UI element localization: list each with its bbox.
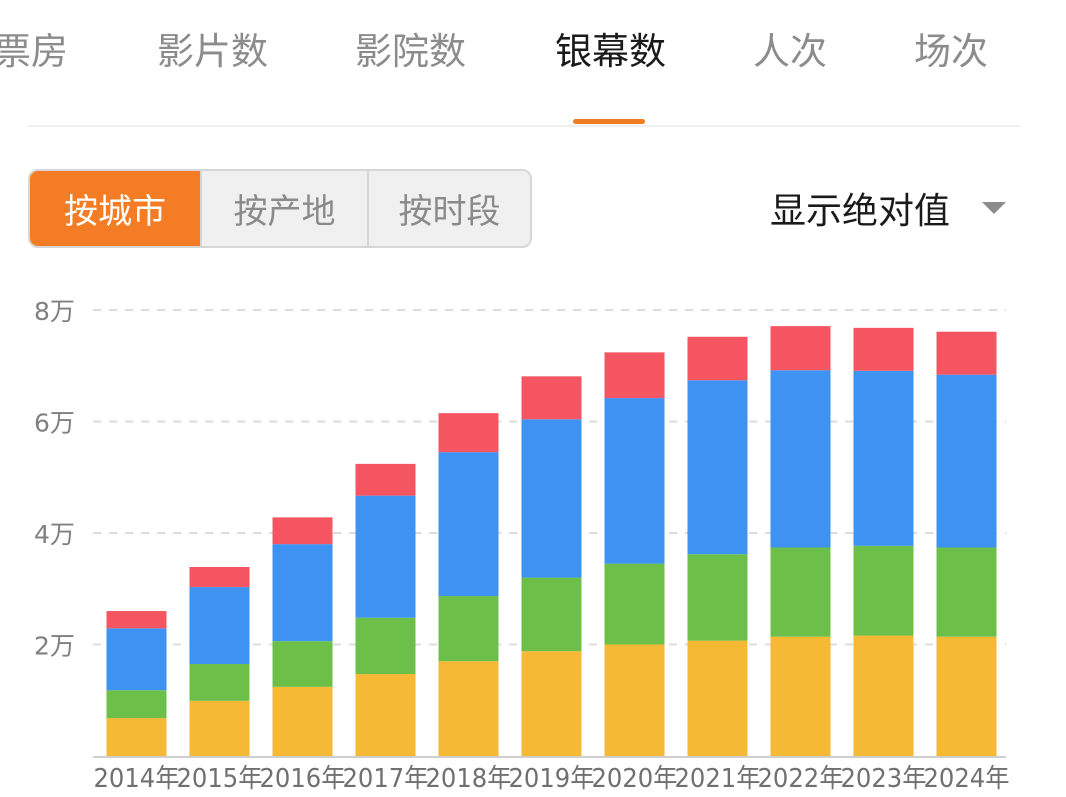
display-mode-dropdown[interactable]: 显示绝对值 bbox=[770, 180, 1007, 236]
tab-screen-count[interactable]: 银幕数 bbox=[555, 30, 666, 73]
bar-2014年-series-1 bbox=[106, 718, 167, 756]
bar-2021年-series-2 bbox=[687, 554, 748, 641]
bar-2015年-series-4 bbox=[189, 567, 250, 588]
bar-2023年-series-2 bbox=[853, 545, 914, 636]
stacked-bar-chart: 2万4万6万8万2014年2015年2016年2017年2018年2019年20… bbox=[34, 297, 1010, 794]
bar-2019年-series-2 bbox=[521, 577, 582, 652]
filter-by-origin-button[interactable]: 按产地 bbox=[200, 171, 367, 246]
bar-2020年-series-1 bbox=[604, 644, 665, 756]
tab-box-office[interactable]: 票房 bbox=[0, 30, 68, 73]
active-tab-indicator bbox=[573, 119, 645, 124]
bar-2019年-series-1 bbox=[521, 651, 582, 756]
tab-cinema-count[interactable]: 影院数 bbox=[355, 30, 466, 73]
bar-2020年-series-3 bbox=[604, 398, 665, 564]
bar-2017年-series-1 bbox=[355, 674, 416, 756]
bar-2021年-series-1 bbox=[687, 640, 748, 756]
bar-2022年-series-3 bbox=[770, 370, 831, 548]
tab-box-office-partial-clip[interactable]: 票房 bbox=[0, 28, 70, 76]
bar-2015年-series-2 bbox=[189, 664, 250, 701]
bar-2024年-series-3 bbox=[936, 374, 997, 548]
bar-2018年-series-4 bbox=[438, 413, 499, 453]
x-tick-label: 2021年 bbox=[675, 764, 761, 794]
tab-screenings[interactable]: 场次 bbox=[914, 30, 988, 73]
display-mode-label: 显示绝对值 bbox=[770, 191, 951, 232]
bar-2014年-series-3 bbox=[106, 628, 167, 691]
bar-2022年-series-4 bbox=[770, 326, 831, 371]
y-tick-label: 4万 bbox=[34, 520, 75, 549]
bar-2021年-series-4 bbox=[687, 336, 748, 381]
bar-2017年-series-2 bbox=[355, 617, 416, 675]
bar-2016年-series-1 bbox=[272, 686, 333, 756]
x-tick-label: 2024年 bbox=[924, 764, 1010, 794]
x-tick-label: 2019年 bbox=[509, 764, 595, 794]
bar-2014年-series-4 bbox=[106, 611, 167, 629]
bar-2016年-series-4 bbox=[272, 517, 333, 545]
tabs-divider bbox=[28, 125, 1020, 127]
bar-2014年-series-2 bbox=[106, 690, 167, 719]
tab-film-count[interactable]: 影片数 bbox=[157, 30, 268, 73]
bar-2016年-series-3 bbox=[272, 544, 333, 642]
bar-2023年-series-3 bbox=[853, 370, 914, 546]
y-tick-label: 8万 bbox=[34, 297, 75, 326]
bar-2024年-series-1 bbox=[936, 636, 997, 756]
bar-2024年-series-4 bbox=[936, 331, 997, 375]
bar-2022年-series-1 bbox=[770, 636, 831, 756]
bar-2015年-series-3 bbox=[189, 587, 250, 665]
bar-2015年-series-1 bbox=[189, 700, 250, 756]
x-tick-label: 2023年 bbox=[841, 764, 927, 794]
tab-admissions[interactable]: 人次 bbox=[753, 30, 827, 73]
bar-2023年-series-4 bbox=[853, 327, 914, 371]
x-tick-label: 2020年 bbox=[592, 764, 678, 794]
bar-2018年-series-3 bbox=[438, 452, 499, 596]
filter-by-time-button[interactable]: 按时段 bbox=[367, 171, 530, 246]
bar-2018年-series-1 bbox=[438, 661, 499, 756]
x-tick-label: 2018年 bbox=[426, 764, 512, 794]
x-tick-label: 2014年 bbox=[94, 764, 180, 794]
x-tick-label: 2016年 bbox=[260, 764, 346, 794]
y-tick-label: 6万 bbox=[34, 409, 75, 438]
bar-2024年-series-2 bbox=[936, 547, 997, 637]
y-tick-label: 2万 bbox=[34, 632, 75, 661]
x-tick-label: 2015年 bbox=[177, 764, 263, 794]
filter-by-city-button[interactable]: 按城市 bbox=[30, 171, 200, 246]
x-tick-label: 2017年 bbox=[343, 764, 429, 794]
bar-2019年-series-3 bbox=[521, 419, 582, 578]
bar-2017年-series-4 bbox=[355, 463, 416, 496]
caret-down-icon bbox=[982, 202, 1007, 214]
bar-2020年-series-4 bbox=[604, 352, 665, 399]
bar-2022年-series-2 bbox=[770, 547, 831, 637]
category-tabs: 票房 影片数 影院数 银幕数 人次 场次 bbox=[0, 0, 1066, 128]
bar-2021年-series-3 bbox=[687, 380, 748, 555]
bar-2018年-series-2 bbox=[438, 595, 499, 662]
bar-2017年-series-3 bbox=[355, 495, 416, 618]
filter-segmented-control: 按城市 按产地 按时段 bbox=[28, 169, 532, 248]
bar-2023年-series-1 bbox=[853, 635, 914, 756]
x-tick-label: 2022年 bbox=[758, 764, 844, 794]
bar-2016年-series-2 bbox=[272, 641, 333, 687]
bar-2019年-series-4 bbox=[521, 376, 582, 420]
bar-2020年-series-2 bbox=[604, 563, 665, 645]
